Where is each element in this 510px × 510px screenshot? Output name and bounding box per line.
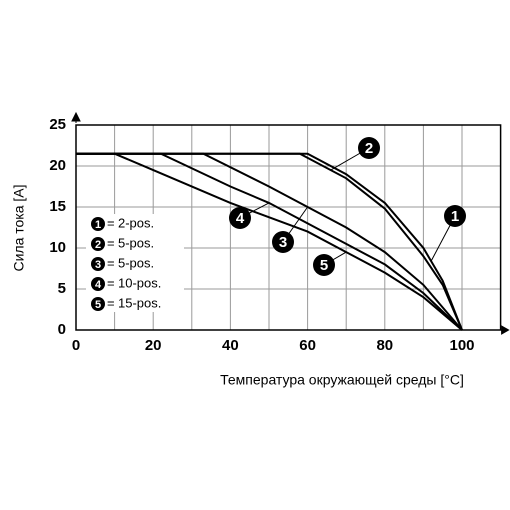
callout-circle	[272, 231, 294, 253]
y-axis-arrow	[71, 111, 81, 123]
legend-label: 10-pos.	[118, 275, 161, 290]
y-axis-title: Сила тока [A]	[11, 184, 27, 271]
legend-separator: =	[107, 215, 115, 230]
x-tick-label: 20	[145, 337, 162, 354]
series-line	[76, 152, 463, 331]
series-line	[76, 152, 463, 331]
legend-marker	[91, 237, 105, 251]
callout-number: 1	[451, 208, 459, 225]
legend-label: 5-pos.	[118, 235, 154, 250]
legend-marker-number: 2	[95, 239, 101, 251]
callout-circle	[313, 254, 335, 276]
y-tick-label: 0	[58, 321, 66, 338]
y-tick-label: 20	[49, 157, 66, 174]
legend: 1 = 2-pos.2 = 5-pos.3 = 5-pos.4 = 10-pos.5 = 15-po…	[86, 214, 184, 312]
legend-separator: =	[107, 255, 115, 270]
legend-label: 2-pos.	[118, 215, 154, 230]
legend-separator: =	[107, 295, 115, 310]
y-tick-label: 15	[49, 198, 66, 215]
legend-separator: =	[107, 275, 115, 290]
callout-number: 5	[320, 257, 328, 274]
x-tick-label: 60	[299, 337, 316, 354]
callout-number: 3	[279, 234, 287, 251]
legend-marker-number: 1	[95, 219, 101, 231]
legend-marker	[91, 297, 105, 311]
series-line	[76, 152, 463, 331]
callout-circle	[358, 137, 380, 159]
legend-label: 5-pos.	[118, 255, 154, 270]
legend-marker	[91, 257, 105, 271]
callout-circle	[444, 205, 466, 227]
legend-separator: =	[107, 235, 115, 250]
legend-marker	[91, 217, 105, 231]
x-tick-label: 0	[72, 337, 80, 354]
x-axis-title: Температура окружающей среды [°C]	[220, 372, 464, 388]
y-tick-label: 25	[49, 116, 66, 133]
series-line	[76, 152, 463, 331]
legend-marker	[91, 277, 105, 291]
x-tick-label: 80	[376, 337, 393, 354]
plot-frame	[75, 124, 502, 331]
callout-number: 2	[365, 140, 373, 157]
legend-label: 15-pos.	[118, 295, 161, 310]
x-tick-label: 40	[222, 337, 239, 354]
legend-marker-number: 3	[95, 259, 101, 271]
legend-marker-number: 5	[95, 299, 101, 311]
x-axis-arrow	[500, 325, 510, 335]
x-tick-label: 100	[449, 337, 474, 354]
y-tick-label: 10	[49, 239, 66, 256]
legend-marker-number: 4	[95, 279, 102, 291]
callout-circle	[229, 207, 251, 229]
y-tick-label: 5	[58, 280, 66, 297]
callout-number: 4	[236, 210, 245, 227]
series-line	[76, 152, 463, 331]
